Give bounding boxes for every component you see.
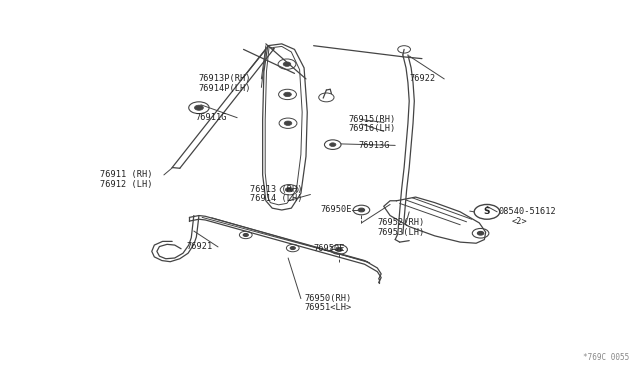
Text: 76950E: 76950E — [314, 244, 345, 253]
Text: 76921: 76921 — [186, 243, 212, 251]
Text: 76915(RH): 76915(RH) — [349, 115, 396, 124]
Text: 76913G: 76913G — [358, 141, 390, 150]
Text: 76913P(RH): 76913P(RH) — [199, 74, 252, 83]
Text: 76914 (LH): 76914 (LH) — [250, 195, 303, 203]
Circle shape — [284, 92, 291, 97]
Text: S: S — [484, 207, 490, 217]
Circle shape — [284, 121, 292, 125]
Text: 76953(LH): 76953(LH) — [378, 228, 424, 237]
Circle shape — [477, 231, 484, 235]
Circle shape — [330, 143, 336, 147]
Text: *769C 0055: *769C 0055 — [583, 353, 629, 362]
Text: 76913 (RH): 76913 (RH) — [250, 185, 303, 194]
Circle shape — [283, 62, 291, 66]
Text: 76951<LH>: 76951<LH> — [304, 303, 351, 312]
Text: 76911G: 76911G — [196, 113, 227, 122]
Circle shape — [358, 208, 365, 212]
Text: 76912 (LH): 76912 (LH) — [100, 180, 153, 189]
Circle shape — [195, 105, 204, 110]
Text: 08540-51612: 08540-51612 — [499, 207, 556, 217]
Text: 76916(LH): 76916(LH) — [349, 124, 396, 133]
Text: <2>: <2> — [511, 217, 527, 225]
Text: 76914P(LH): 76914P(LH) — [199, 84, 252, 93]
Text: 76911 (RH): 76911 (RH) — [100, 170, 153, 179]
Text: 76922: 76922 — [409, 74, 435, 83]
Circle shape — [243, 234, 248, 237]
Circle shape — [290, 247, 295, 250]
Text: 76950(RH): 76950(RH) — [304, 294, 351, 303]
Circle shape — [336, 248, 342, 251]
Circle shape — [285, 187, 293, 192]
Text: 76950E: 76950E — [320, 205, 351, 215]
Text: 76952(RH): 76952(RH) — [378, 218, 424, 227]
